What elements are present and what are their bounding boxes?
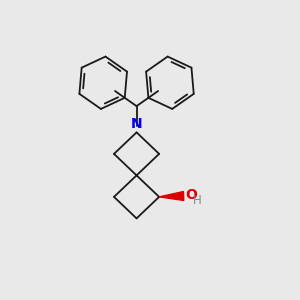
Polygon shape: [159, 191, 184, 200]
Text: O: O: [185, 188, 197, 203]
Text: N: N: [131, 118, 142, 131]
Text: H: H: [193, 194, 202, 207]
